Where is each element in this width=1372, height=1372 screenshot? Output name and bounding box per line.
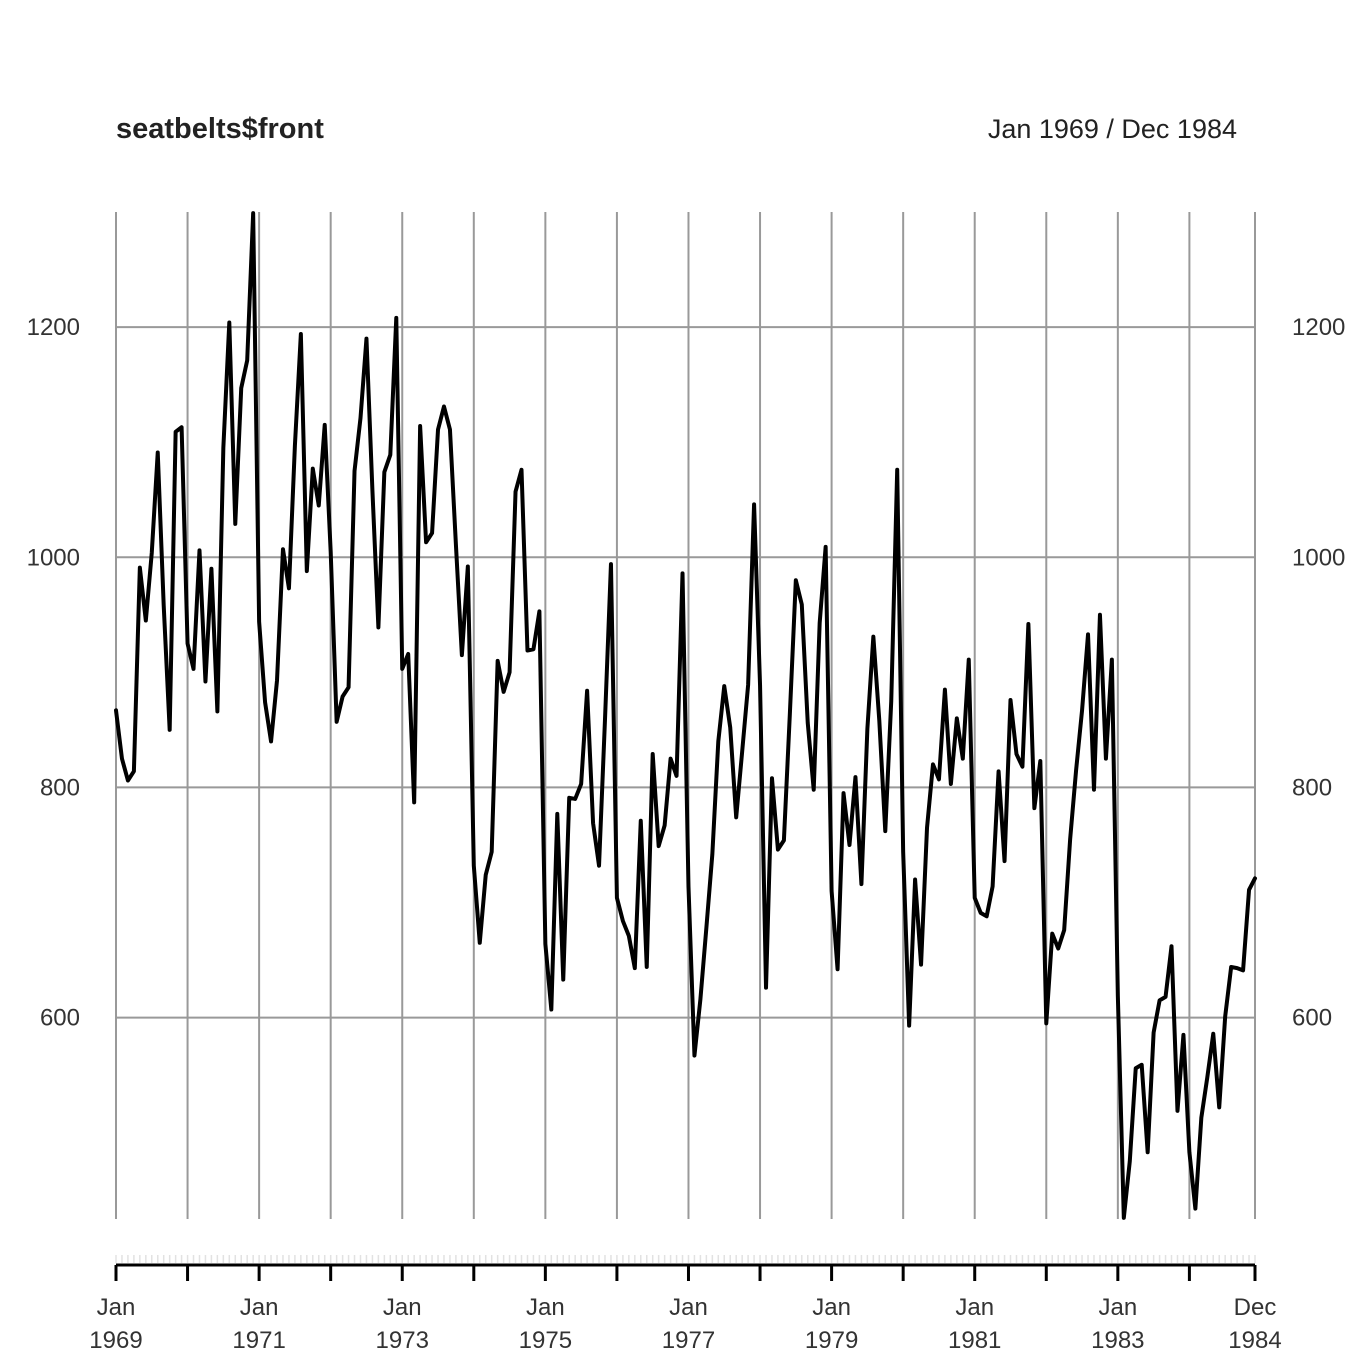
x-tick-label-year: 1977 [662,1327,715,1354]
x-tick-label-year: 1973 [376,1327,429,1354]
y-tick-label-left: 600 [40,1005,80,1032]
x-tick-label-month: Jan [1098,1294,1137,1321]
grid [115,212,1256,1219]
x-tick-label-year: 1984 [1228,1327,1281,1354]
x-tick-label-month: Dec [1234,1294,1277,1321]
x-axis: Jan 1969 Jan 1971 Jan 1973 Jan 1975 Jan 1977 Jan 19… [89,1255,1282,1354]
y-tick-label-right: 600 [1292,1005,1332,1032]
chart-title: seatbelts$front [116,113,324,145]
x-tick-label-year: 1969 [89,1327,142,1354]
series-line [114,211,1257,1220]
x-tick-label-month: Jan [97,1294,136,1321]
x-tick-label-month: Jan [669,1294,708,1321]
date-range-label: Jan 1969 / Dec 1984 [988,114,1237,144]
x-tick-label-year: 1975 [519,1327,572,1354]
y-tick-label-right: 800 [1292,774,1332,801]
x-tick-label-year: 1979 [805,1327,858,1354]
y-tick-label-left: 1200 [27,314,80,341]
x-tick-label-month: Jan [383,1294,422,1321]
y-tick-label-left: 1000 [27,544,80,571]
x-tick-label-year: 1983 [1091,1327,1144,1354]
y-tick-label-right: 1000 [1292,544,1345,571]
y-tick-label-left: 800 [40,774,80,801]
x-tick-label-month: Jan [526,1294,565,1321]
y-tick-label-right: 1200 [1292,314,1345,341]
x-tick-label-month: Jan [812,1294,851,1321]
x-tick-label-month: Jan [955,1294,994,1321]
series-layer [114,211,1257,1220]
x-tick-label-month: Jan [240,1294,279,1321]
x-tick-label-year: 1981 [948,1327,1001,1354]
y-axis-labels: 600 600 800 800 1000 1000 1200 1200 [27,314,1346,1032]
x-tick-label-year: 1971 [232,1327,285,1354]
